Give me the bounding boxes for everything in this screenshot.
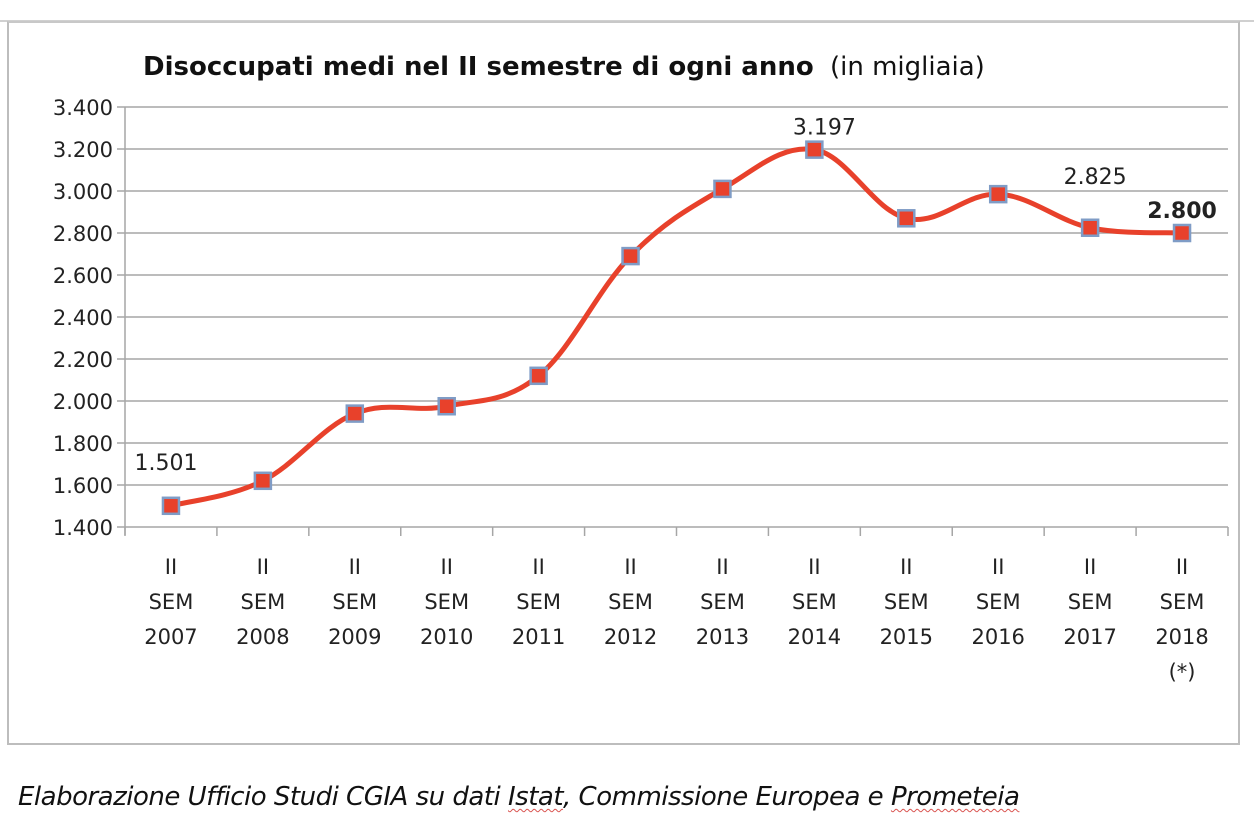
data-point-marker <box>897 209 916 228</box>
y-axis: 1.400 1.600 1.800 2.000 2.200 2.400 2.600 2.800… <box>53 96 126 540</box>
x-category-label: SEM <box>516 590 561 614</box>
x-category-label: II <box>1084 555 1096 579</box>
x-category-label: 2016 <box>971 625 1024 649</box>
data-point-marker <box>805 140 824 159</box>
data-point-marker <box>988 184 1008 204</box>
y-tick-label: 2.600 <box>53 264 113 288</box>
x-category-label: II <box>349 555 361 579</box>
chart-title: Disoccupati medi nel II semestre di ogni… <box>143 52 985 82</box>
data-point-marker <box>437 397 456 416</box>
data-label: 1.501 <box>134 451 197 476</box>
x-category-label: 2015 <box>880 625 933 649</box>
y-tick-label: 2.800 <box>53 222 113 246</box>
source-note: Elaborazione Ufficio Studi CGIA su dati … <box>18 782 1020 812</box>
x-category-label: SEM <box>792 590 837 614</box>
x-category-label: II <box>624 555 636 579</box>
y-tick-label: 1.600 <box>53 474 113 498</box>
data-point-marker <box>1172 223 1192 243</box>
data-label: 3.197 <box>793 116 856 141</box>
y-tick-label: 2.400 <box>53 306 113 330</box>
x-category-label: II <box>441 555 453 579</box>
x-category-label: SEM <box>700 590 745 614</box>
x-category-label: SEM <box>976 590 1021 614</box>
source-prometeia: Prometeia <box>890 782 1020 812</box>
x-category-label: SEM <box>424 590 469 614</box>
data-point-marker <box>161 496 181 516</box>
x-category-label: SEM <box>332 590 377 614</box>
x-axis: II SEM 2007 II SEM 2008 II SEM 2009 II SEM 2010 II SE… <box>124 527 1229 684</box>
data-point-marker <box>713 179 732 199</box>
y-tick-label: 2.000 <box>53 390 113 414</box>
series-line <box>168 146 1185 509</box>
data-label: 2.825 <box>1064 165 1127 190</box>
data-point-marker <box>1080 218 1100 237</box>
x-category-label: II <box>716 555 728 579</box>
x-category-label: SEM <box>884 590 929 614</box>
data-label: 2.800 <box>1147 199 1217 224</box>
x-category-label: II <box>900 555 912 579</box>
x-category-label: SEM <box>1160 590 1205 614</box>
gridlines <box>117 106 1228 528</box>
line-chart: Disoccupati medi nel II semestre di ogni… <box>53 52 1229 684</box>
chart-title-main: Disoccupati medi nel II semestre di ogni… <box>143 52 814 82</box>
source-istat: Istat <box>507 782 564 812</box>
x-category-label: II <box>165 555 177 579</box>
y-tick-label: 2.200 <box>53 348 113 372</box>
x-category-label: II <box>532 555 544 579</box>
x-category-label: 2008 <box>236 625 289 649</box>
data-point-marker <box>253 471 273 491</box>
y-tick-label: 1.800 <box>53 432 113 456</box>
x-category-label: SEM <box>149 590 194 614</box>
series-group <box>161 140 1192 516</box>
x-category-label: 2018 <box>1155 625 1208 649</box>
x-category-label: 2011 <box>512 625 565 649</box>
x-category-label: 2013 <box>696 625 749 649</box>
x-category-label: II <box>257 555 269 579</box>
x-category-label: II <box>992 555 1004 579</box>
source-prefix: Elaborazione Ufficio Studi CGIA su dati <box>18 782 508 812</box>
x-category-label: II <box>808 555 820 579</box>
data-point-marker <box>529 366 548 386</box>
x-category-label: 2012 <box>604 625 657 649</box>
y-tick-label: 3.000 <box>53 180 113 204</box>
data-point-marker <box>345 404 365 423</box>
x-category-label: 2017 <box>1063 625 1116 649</box>
x-category-label: SEM <box>241 590 286 614</box>
data-point-marker <box>621 246 640 266</box>
y-tick-label: 1.400 <box>53 516 113 540</box>
x-category-label: 2009 <box>328 625 381 649</box>
data-labels: 1.501 3.197 2.825 2.800 <box>134 116 1216 476</box>
x-category-label: 2010 <box>420 625 473 649</box>
x-category-label: II <box>1176 555 1188 579</box>
y-tick-label: 3.400 <box>53 96 113 120</box>
source-middle: , Commissione Europea e <box>563 782 891 812</box>
x-category-label: SEM <box>608 590 653 614</box>
chart-title-suffix: (in migliaia) <box>830 52 985 82</box>
x-category-label: (*) <box>1169 660 1196 684</box>
x-category-label: SEM <box>1068 590 1113 614</box>
chart-frame <box>7 21 1240 745</box>
x-category-label: 2007 <box>144 625 197 649</box>
y-tick-label: 3.200 <box>53 138 113 162</box>
x-category-label: 2014 <box>788 625 841 649</box>
